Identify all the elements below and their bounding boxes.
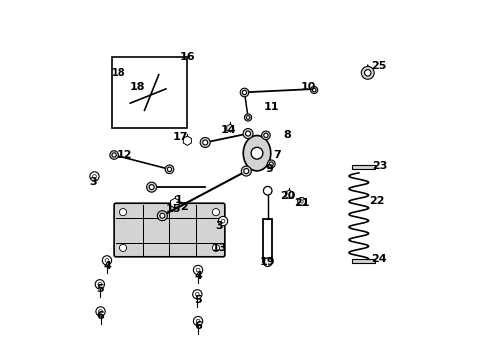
- Text: 20: 20: [279, 191, 294, 201]
- Text: 9: 9: [265, 164, 273, 174]
- Circle shape: [245, 131, 250, 136]
- Circle shape: [241, 166, 251, 176]
- Text: 11: 11: [263, 102, 279, 112]
- Text: 17: 17: [172, 132, 187, 142]
- Circle shape: [149, 185, 154, 190]
- Circle shape: [195, 292, 199, 296]
- Circle shape: [361, 66, 373, 79]
- Text: 5: 5: [194, 295, 202, 305]
- Circle shape: [261, 131, 270, 140]
- Circle shape: [267, 160, 275, 168]
- Circle shape: [105, 258, 109, 262]
- Circle shape: [212, 244, 219, 251]
- Text: 23: 23: [372, 161, 387, 171]
- Text: 19: 19: [260, 257, 275, 267]
- FancyBboxPatch shape: [114, 203, 224, 257]
- Text: 22: 22: [368, 197, 384, 206]
- Circle shape: [242, 90, 246, 95]
- Circle shape: [251, 147, 263, 159]
- Circle shape: [112, 153, 116, 157]
- Circle shape: [163, 87, 167, 91]
- Circle shape: [200, 138, 210, 148]
- Text: 2: 2: [180, 202, 187, 212]
- Circle shape: [263, 186, 271, 195]
- Text: 16: 16: [179, 52, 195, 62]
- Circle shape: [90, 172, 99, 181]
- Circle shape: [244, 114, 251, 121]
- Circle shape: [96, 307, 105, 316]
- Circle shape: [263, 258, 271, 266]
- Text: 5: 5: [96, 284, 103, 294]
- Text: 10: 10: [301, 82, 316, 92]
- Circle shape: [218, 216, 227, 226]
- Text: 24: 24: [370, 253, 386, 264]
- Circle shape: [128, 101, 132, 105]
- Circle shape: [162, 85, 169, 93]
- Circle shape: [297, 198, 305, 205]
- Text: 18: 18: [129, 82, 145, 92]
- Circle shape: [193, 316, 203, 326]
- Circle shape: [364, 69, 370, 76]
- Circle shape: [146, 182, 156, 192]
- Circle shape: [125, 99, 134, 108]
- Text: 8: 8: [283, 130, 291, 140]
- Text: 4: 4: [103, 261, 111, 271]
- Text: 25: 25: [370, 61, 386, 71]
- Bar: [263, 219, 272, 262]
- Circle shape: [221, 219, 224, 223]
- Circle shape: [312, 88, 315, 92]
- Text: 15: 15: [165, 203, 181, 213]
- Ellipse shape: [243, 135, 270, 171]
- Circle shape: [165, 165, 173, 174]
- Text: 3: 3: [89, 177, 96, 187]
- Bar: [351, 258, 374, 263]
- Circle shape: [263, 133, 267, 138]
- Circle shape: [167, 167, 171, 171]
- Text: 1: 1: [174, 195, 182, 204]
- Circle shape: [203, 140, 207, 145]
- Circle shape: [240, 88, 248, 97]
- Circle shape: [192, 290, 202, 299]
- Text: 21: 21: [293, 198, 309, 208]
- Text: 13: 13: [211, 243, 227, 253]
- Text: 4: 4: [194, 271, 202, 282]
- Text: 7: 7: [272, 150, 280, 160]
- Circle shape: [196, 268, 200, 272]
- Circle shape: [243, 129, 253, 139]
- Circle shape: [269, 162, 273, 166]
- Circle shape: [196, 319, 200, 323]
- Text: 6: 6: [194, 321, 202, 332]
- Circle shape: [193, 265, 203, 275]
- Circle shape: [110, 151, 118, 159]
- Circle shape: [102, 256, 111, 265]
- Circle shape: [157, 211, 167, 221]
- Bar: [351, 165, 374, 169]
- Bar: [112, 57, 187, 128]
- Circle shape: [99, 310, 102, 313]
- Circle shape: [119, 208, 126, 216]
- Circle shape: [244, 168, 248, 174]
- Circle shape: [119, 244, 126, 251]
- Text: 12: 12: [117, 150, 132, 160]
- Text: 6: 6: [96, 311, 103, 321]
- Circle shape: [300, 200, 303, 203]
- Text: 18: 18: [112, 68, 125, 78]
- Circle shape: [310, 86, 317, 94]
- Circle shape: [95, 280, 104, 289]
- Text: 3: 3: [215, 221, 223, 231]
- Circle shape: [246, 116, 249, 119]
- Circle shape: [212, 208, 219, 216]
- Circle shape: [92, 175, 96, 178]
- Text: 14: 14: [220, 125, 236, 135]
- Circle shape: [98, 283, 102, 286]
- Circle shape: [160, 213, 164, 218]
